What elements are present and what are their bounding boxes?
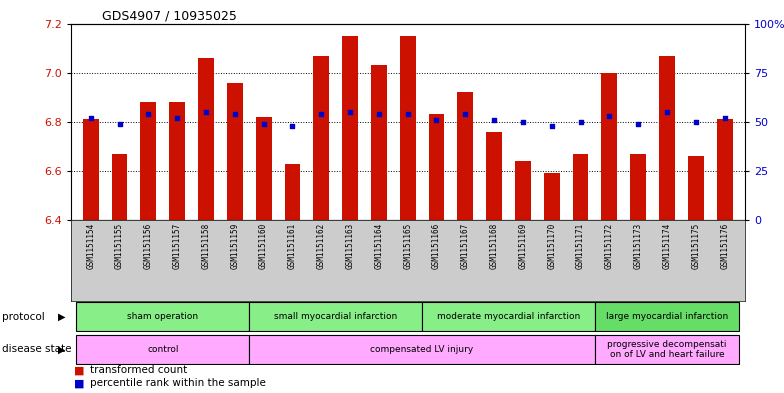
Text: GSM1151171: GSM1151171 bbox=[576, 222, 585, 269]
Point bbox=[85, 115, 97, 121]
FancyBboxPatch shape bbox=[595, 335, 739, 364]
Bar bbox=[285, 163, 300, 220]
Text: ■: ■ bbox=[74, 365, 85, 375]
Text: GSM1151166: GSM1151166 bbox=[432, 222, 441, 269]
Text: GSM1151172: GSM1151172 bbox=[605, 222, 614, 269]
Text: GSM1151161: GSM1151161 bbox=[288, 222, 297, 269]
Point bbox=[171, 115, 183, 121]
Point bbox=[228, 111, 241, 117]
Text: GSM1151159: GSM1151159 bbox=[230, 222, 239, 269]
Point bbox=[603, 113, 615, 119]
Bar bbox=[544, 173, 560, 220]
Text: GSM1151163: GSM1151163 bbox=[346, 222, 354, 269]
Point bbox=[401, 111, 414, 117]
Bar bbox=[342, 36, 358, 220]
Point bbox=[690, 119, 702, 125]
Bar bbox=[630, 154, 646, 220]
Point bbox=[459, 111, 472, 117]
Text: GSM1151173: GSM1151173 bbox=[633, 222, 643, 269]
Bar bbox=[688, 156, 704, 220]
Text: GSM1151162: GSM1151162 bbox=[317, 222, 325, 269]
Bar bbox=[198, 58, 214, 220]
Point bbox=[430, 117, 443, 123]
Point bbox=[517, 119, 529, 125]
Point bbox=[372, 111, 385, 117]
Point bbox=[315, 111, 328, 117]
Point bbox=[113, 121, 125, 127]
FancyBboxPatch shape bbox=[249, 302, 422, 331]
Text: GSM1151155: GSM1151155 bbox=[115, 222, 124, 269]
Bar bbox=[515, 161, 531, 220]
Text: disease state: disease state bbox=[2, 344, 71, 354]
Bar bbox=[429, 114, 445, 220]
Text: ■: ■ bbox=[74, 378, 85, 388]
FancyBboxPatch shape bbox=[249, 335, 595, 364]
Text: ▶: ▶ bbox=[58, 344, 66, 354]
Point bbox=[661, 109, 673, 115]
Text: transformed count: transformed count bbox=[90, 365, 187, 375]
Bar bbox=[457, 92, 474, 220]
Bar bbox=[169, 102, 185, 220]
Text: GSM1151158: GSM1151158 bbox=[201, 222, 210, 269]
Point bbox=[718, 115, 731, 121]
Text: moderate myocardial infarction: moderate myocardial infarction bbox=[437, 312, 580, 321]
Bar bbox=[140, 102, 156, 220]
Bar bbox=[371, 65, 387, 220]
Text: GSM1151168: GSM1151168 bbox=[490, 222, 499, 269]
Point bbox=[286, 123, 299, 129]
Text: GSM1151174: GSM1151174 bbox=[662, 222, 672, 269]
Bar bbox=[227, 83, 243, 220]
Point bbox=[142, 111, 154, 117]
FancyBboxPatch shape bbox=[422, 302, 595, 331]
Bar bbox=[400, 36, 416, 220]
Text: sham operation: sham operation bbox=[127, 312, 198, 321]
Text: GSM1151175: GSM1151175 bbox=[691, 222, 700, 269]
FancyBboxPatch shape bbox=[76, 335, 249, 364]
Text: GSM1151165: GSM1151165 bbox=[403, 222, 412, 269]
Bar bbox=[314, 55, 329, 220]
Point bbox=[575, 119, 587, 125]
Point bbox=[343, 109, 356, 115]
Text: percentile rank within the sample: percentile rank within the sample bbox=[90, 378, 266, 388]
Point bbox=[546, 123, 558, 129]
Text: protocol: protocol bbox=[2, 312, 45, 322]
Point bbox=[488, 117, 500, 123]
Bar bbox=[659, 55, 675, 220]
Bar bbox=[717, 119, 732, 220]
Text: small myocardial infarction: small myocardial infarction bbox=[274, 312, 397, 321]
Text: GSM1151167: GSM1151167 bbox=[461, 222, 470, 269]
Text: GSM1151154: GSM1151154 bbox=[86, 222, 95, 269]
Text: GSM1151176: GSM1151176 bbox=[720, 222, 729, 269]
FancyBboxPatch shape bbox=[595, 302, 739, 331]
Bar bbox=[486, 132, 502, 220]
FancyBboxPatch shape bbox=[76, 302, 249, 331]
Bar bbox=[111, 154, 128, 220]
Text: ▶: ▶ bbox=[58, 312, 66, 322]
Text: control: control bbox=[147, 345, 179, 354]
Bar bbox=[256, 117, 271, 220]
Bar bbox=[572, 154, 589, 220]
Point bbox=[200, 109, 212, 115]
Text: GDS4907 / 10935025: GDS4907 / 10935025 bbox=[102, 10, 237, 23]
Text: large myocardial infarction: large myocardial infarction bbox=[606, 312, 728, 321]
Text: GSM1151169: GSM1151169 bbox=[518, 222, 528, 269]
Point bbox=[257, 121, 270, 127]
Point bbox=[632, 121, 644, 127]
Bar bbox=[601, 73, 617, 220]
Bar bbox=[83, 119, 99, 220]
Text: progressive decompensati
on of LV and heart failure: progressive decompensati on of LV and he… bbox=[608, 340, 727, 359]
Text: compensated LV injury: compensated LV injury bbox=[371, 345, 474, 354]
Text: GSM1151170: GSM1151170 bbox=[547, 222, 557, 269]
Text: GSM1151156: GSM1151156 bbox=[143, 222, 153, 269]
Text: GSM1151164: GSM1151164 bbox=[375, 222, 383, 269]
Text: GSM1151160: GSM1151160 bbox=[259, 222, 268, 269]
Text: GSM1151157: GSM1151157 bbox=[172, 222, 182, 269]
